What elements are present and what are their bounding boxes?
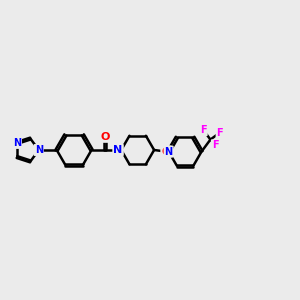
Text: O: O — [161, 147, 171, 157]
Text: N: N — [34, 145, 43, 155]
Text: N: N — [165, 147, 173, 157]
Text: F: F — [212, 140, 218, 150]
Text: F: F — [200, 125, 207, 135]
Text: N: N — [113, 145, 123, 155]
Text: O: O — [100, 132, 110, 142]
Text: F: F — [217, 128, 223, 138]
Text: N: N — [13, 138, 21, 148]
